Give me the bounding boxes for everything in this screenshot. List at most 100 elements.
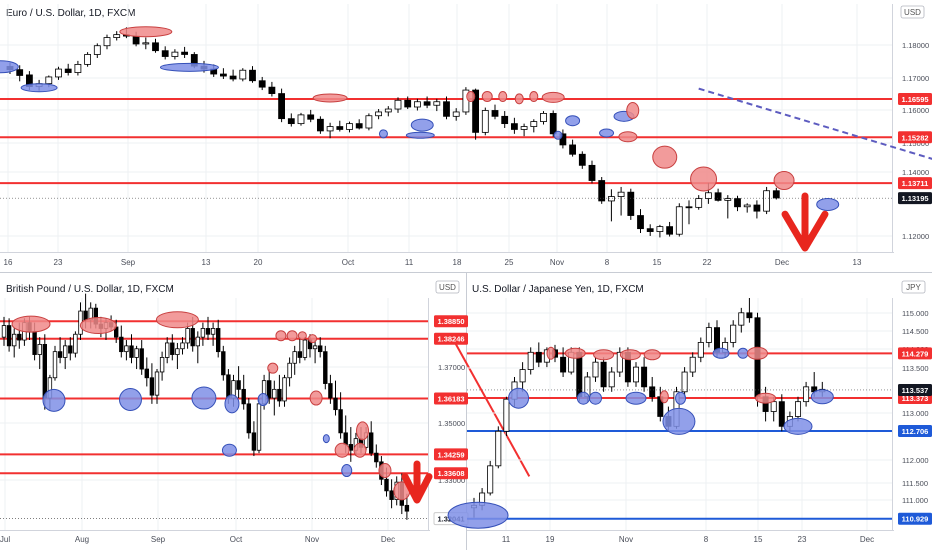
candle-up bbox=[63, 345, 68, 358]
candle-up bbox=[519, 369, 526, 383]
candle-up bbox=[695, 198, 703, 208]
x-tick-label: 13 bbox=[853, 258, 862, 267]
chart-title-gbpusd: British Pound / U.S. Dollar, 1D, FXCM bbox=[6, 284, 174, 295]
candle-down bbox=[384, 478, 389, 492]
price-badge bbox=[898, 512, 932, 525]
candle-down bbox=[129, 345, 134, 358]
blue-circle-marker bbox=[159, 62, 219, 72]
candle-down bbox=[328, 383, 333, 399]
candle-up bbox=[292, 351, 297, 364]
candle-up bbox=[74, 63, 82, 73]
candle-up bbox=[37, 343, 42, 355]
y-tick-label: 1.18000 bbox=[902, 41, 929, 50]
y-tick-label: 115.000 bbox=[902, 309, 929, 318]
x-tick-label: 23 bbox=[54, 258, 63, 267]
candle-up bbox=[608, 371, 615, 388]
blue-circle-marker bbox=[191, 386, 217, 410]
candle-up bbox=[272, 388, 277, 399]
trend-line bbox=[451, 338, 531, 477]
candle-down bbox=[287, 118, 295, 125]
svg-text:USD: USD bbox=[904, 8, 921, 17]
last-price-badge bbox=[898, 192, 932, 205]
candle-up bbox=[803, 386, 810, 403]
price-badge bbox=[898, 424, 932, 437]
y-tick-label: 112.000 bbox=[902, 456, 929, 465]
candle-down bbox=[535, 351, 542, 363]
panel-gbpusd: British Pound / U.S. Dollar, 1D, FXCM US… bbox=[0, 280, 531, 544]
x-tick-label: 11 bbox=[502, 535, 511, 544]
candle-down bbox=[355, 123, 363, 129]
candle-up bbox=[11, 333, 17, 347]
y-tick-label: 1.15000 bbox=[902, 139, 929, 148]
candle-down bbox=[57, 351, 63, 358]
x-tick-label: 25 bbox=[505, 258, 514, 267]
red-circle-marker bbox=[659, 390, 669, 404]
red-circle-marker bbox=[564, 347, 586, 359]
currency-badge-gbpusd[interactable]: USD bbox=[435, 280, 460, 294]
x-tick-label: Jul bbox=[0, 535, 10, 544]
x-tick-label: Nov bbox=[619, 535, 633, 544]
candle-down bbox=[139, 348, 144, 370]
price-badge-label: 1.16595 bbox=[901, 95, 928, 104]
candle-up bbox=[705, 192, 712, 200]
x-tick-label: 8 bbox=[605, 258, 610, 267]
candle-down bbox=[423, 101, 431, 106]
candle-down bbox=[389, 490, 394, 500]
candle-up bbox=[365, 115, 373, 129]
candle-up bbox=[346, 123, 353, 130]
candle-up bbox=[540, 113, 547, 122]
candle-up bbox=[433, 101, 441, 106]
red-circle-marker bbox=[747, 346, 768, 360]
candle-down bbox=[241, 388, 246, 405]
candle-down bbox=[368, 432, 374, 454]
price-badge bbox=[898, 347, 932, 360]
blue-circle-marker bbox=[378, 129, 388, 139]
candle-down bbox=[627, 191, 635, 216]
candle-up bbox=[1, 325, 7, 338]
svg-text:USD: USD bbox=[439, 283, 456, 292]
currency-badge-usdjpy[interactable]: JPY bbox=[901, 280, 926, 294]
red-circle-marker bbox=[593, 349, 615, 361]
red-circle-marker bbox=[541, 91, 565, 103]
candle-up bbox=[282, 377, 287, 402]
x-tick-label: Sep bbox=[121, 258, 136, 267]
candle-up bbox=[795, 401, 802, 417]
candle-up bbox=[375, 111, 383, 117]
candle-down bbox=[649, 386, 656, 398]
blue-circle-marker bbox=[712, 347, 730, 359]
x-tick-label: 20 bbox=[254, 258, 263, 267]
candle-up bbox=[256, 403, 262, 451]
candle-down bbox=[646, 228, 654, 232]
red-circle-marker bbox=[755, 392, 777, 404]
blue-circle-marker bbox=[341, 464, 353, 478]
blue-circle-marker bbox=[405, 131, 435, 139]
candle-down bbox=[637, 215, 644, 230]
y-tick-label: 1.33000 bbox=[438, 476, 465, 485]
candle-up bbox=[210, 328, 216, 335]
x-tick-label: Nov bbox=[550, 258, 564, 267]
blue-circle-marker bbox=[0, 60, 19, 74]
down-arrow-icon bbox=[781, 210, 829, 252]
last-price-badge bbox=[898, 383, 932, 396]
candle-down bbox=[336, 126, 344, 130]
candle-down bbox=[746, 312, 753, 319]
candle-up bbox=[73, 333, 78, 354]
svg-text:JPY: JPY bbox=[906, 283, 921, 292]
candle-down bbox=[119, 336, 124, 353]
candle-down bbox=[132, 35, 140, 45]
price-badge-label: 1.13711 bbox=[902, 179, 929, 188]
trend-line bbox=[698, 87, 932, 160]
candle-up bbox=[394, 99, 402, 110]
candle-down bbox=[317, 345, 323, 353]
price-badge-label: 1.34259 bbox=[437, 450, 464, 459]
candle-down bbox=[374, 452, 379, 463]
candle-up bbox=[142, 42, 150, 45]
price-badge bbox=[898, 92, 932, 105]
candle-down bbox=[278, 93, 286, 120]
price-badge-label: 1.38246 bbox=[437, 335, 464, 344]
panel-usdjpy: U.S. Dollar / Japanese Yen, 1D, FXCM JPY… bbox=[447, 280, 932, 544]
currency-badge-eurusd[interactable]: USD bbox=[900, 5, 925, 19]
candle-up bbox=[171, 51, 179, 57]
candle-up bbox=[724, 198, 732, 201]
red-circle-marker bbox=[286, 330, 298, 342]
